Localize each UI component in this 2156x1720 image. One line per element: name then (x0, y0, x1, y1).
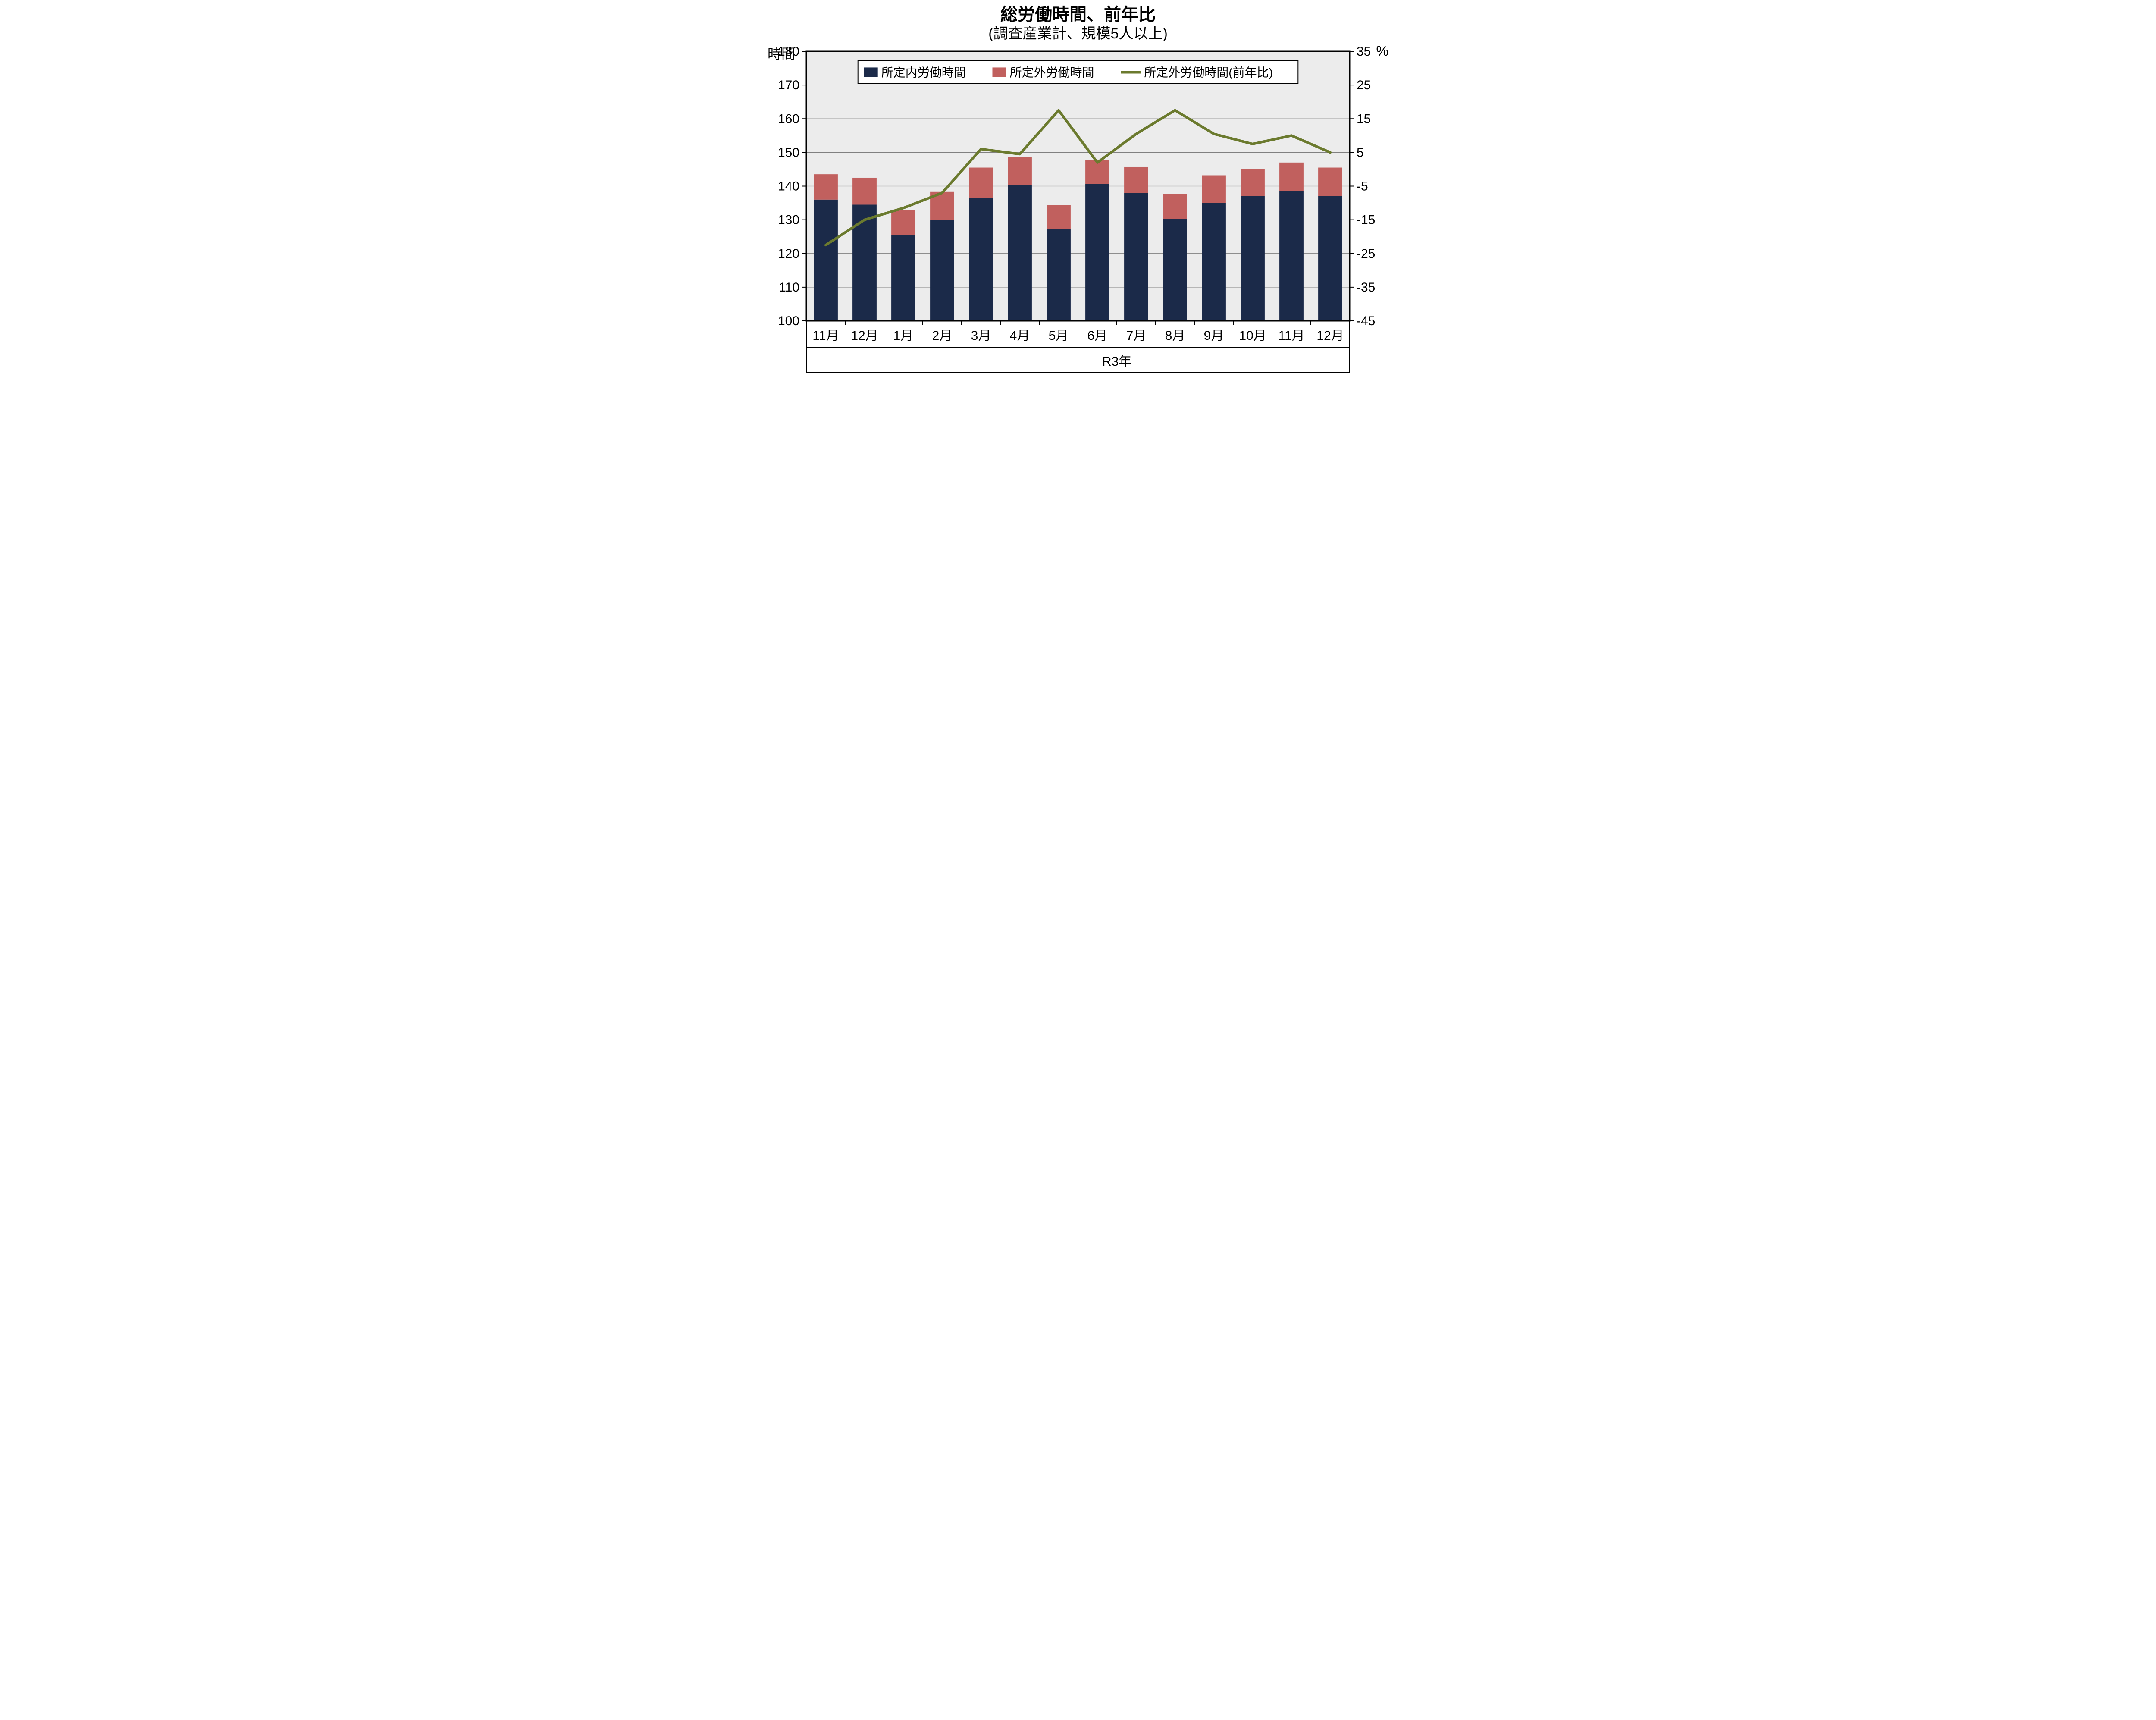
svg-text:8月: 8月 (1165, 329, 1185, 343)
bar-outer (969, 167, 993, 198)
svg-text:7月: 7月 (1126, 329, 1147, 343)
bar-outer (1279, 163, 1304, 191)
svg-text:170: 170 (778, 78, 799, 92)
bar-inner (1124, 193, 1148, 321)
svg-text:所定内労働時間: 所定内労働時間 (881, 66, 966, 79)
svg-text:35: 35 (1357, 44, 1371, 59)
bar-outer (814, 174, 838, 200)
svg-text:所定外労働時間: 所定外労働時間 (1009, 66, 1094, 79)
svg-text:4月: 4月 (1010, 329, 1030, 343)
svg-text:所定外労働時間(前年比): 所定外労働時間(前年比) (1144, 66, 1273, 79)
bar-inner (1008, 185, 1032, 321)
svg-text:11月: 11月 (812, 329, 839, 343)
svg-text:-25: -25 (1357, 247, 1375, 261)
chart-subtitle: (調査産業計、規模5人以上) (763, 25, 1393, 43)
bar-outer (1202, 175, 1226, 203)
svg-text:150: 150 (778, 145, 799, 160)
right-axis-title: % (1376, 43, 1388, 59)
svg-text:130: 130 (778, 213, 799, 227)
chart-svg: 100110120130140150160170180-45-35-25-15-… (763, 43, 1393, 396)
svg-text:12月: 12月 (851, 329, 878, 343)
bar-outer (1047, 205, 1071, 229)
bar-inner (891, 235, 915, 321)
bar-outer (1241, 169, 1265, 196)
bar-inner (1163, 219, 1187, 321)
svg-text:R3年: R3年 (1102, 355, 1131, 369)
svg-text:25: 25 (1357, 78, 1371, 92)
svg-text:6月: 6月 (1087, 329, 1108, 343)
svg-text:12月: 12月 (1316, 329, 1344, 343)
bar-outer (852, 178, 877, 205)
svg-text:5月: 5月 (1049, 329, 1069, 343)
svg-text:100: 100 (778, 314, 799, 328)
bar-inner (1279, 191, 1304, 321)
svg-text:110: 110 (779, 280, 799, 295)
bar-inner (930, 220, 954, 320)
bar-inner (1202, 203, 1226, 320)
svg-text:5: 5 (1357, 145, 1364, 160)
svg-text:11月: 11月 (1278, 329, 1304, 343)
legend: 所定内労働時間 所定外労働時間 所定外労働時間(前年比) (858, 61, 1298, 84)
svg-text:9月: 9月 (1204, 329, 1224, 343)
svg-text:10月: 10月 (1239, 329, 1266, 343)
svg-text:-35: -35 (1357, 280, 1375, 295)
svg-text:140: 140 (778, 179, 799, 193)
bar-inner (1085, 184, 1109, 321)
svg-text:15: 15 (1357, 112, 1371, 126)
bar-outer (1124, 167, 1148, 193)
svg-text:-45: -45 (1357, 314, 1375, 328)
chart-container: 総労働時間、前年比 (調査産業計、規模5人以上) 時間 % 100 110 120 1… (755, 0, 1401, 423)
svg-text:160: 160 (778, 112, 799, 126)
bar-inner (852, 204, 877, 321)
svg-text:3月: 3月 (971, 329, 991, 343)
bar-outer (891, 210, 915, 235)
bar-inner (814, 200, 838, 321)
bar-outer (1163, 194, 1187, 219)
svg-text:120: 120 (778, 247, 799, 261)
svg-text:1月: 1月 (893, 329, 914, 343)
bar-inner (969, 198, 993, 321)
chart-title: 総労働時間、前年比 (763, 4, 1393, 25)
bar-outer (1008, 157, 1032, 185)
bar-inner (1318, 196, 1342, 321)
bar-outer (1318, 167, 1342, 196)
svg-text:-5: -5 (1357, 179, 1368, 193)
svg-text:2月: 2月 (932, 329, 953, 343)
svg-text:-15: -15 (1357, 213, 1375, 227)
left-axis-title: 時間 (768, 43, 795, 63)
bar-inner (1047, 229, 1071, 321)
bar-inner (1241, 196, 1265, 321)
